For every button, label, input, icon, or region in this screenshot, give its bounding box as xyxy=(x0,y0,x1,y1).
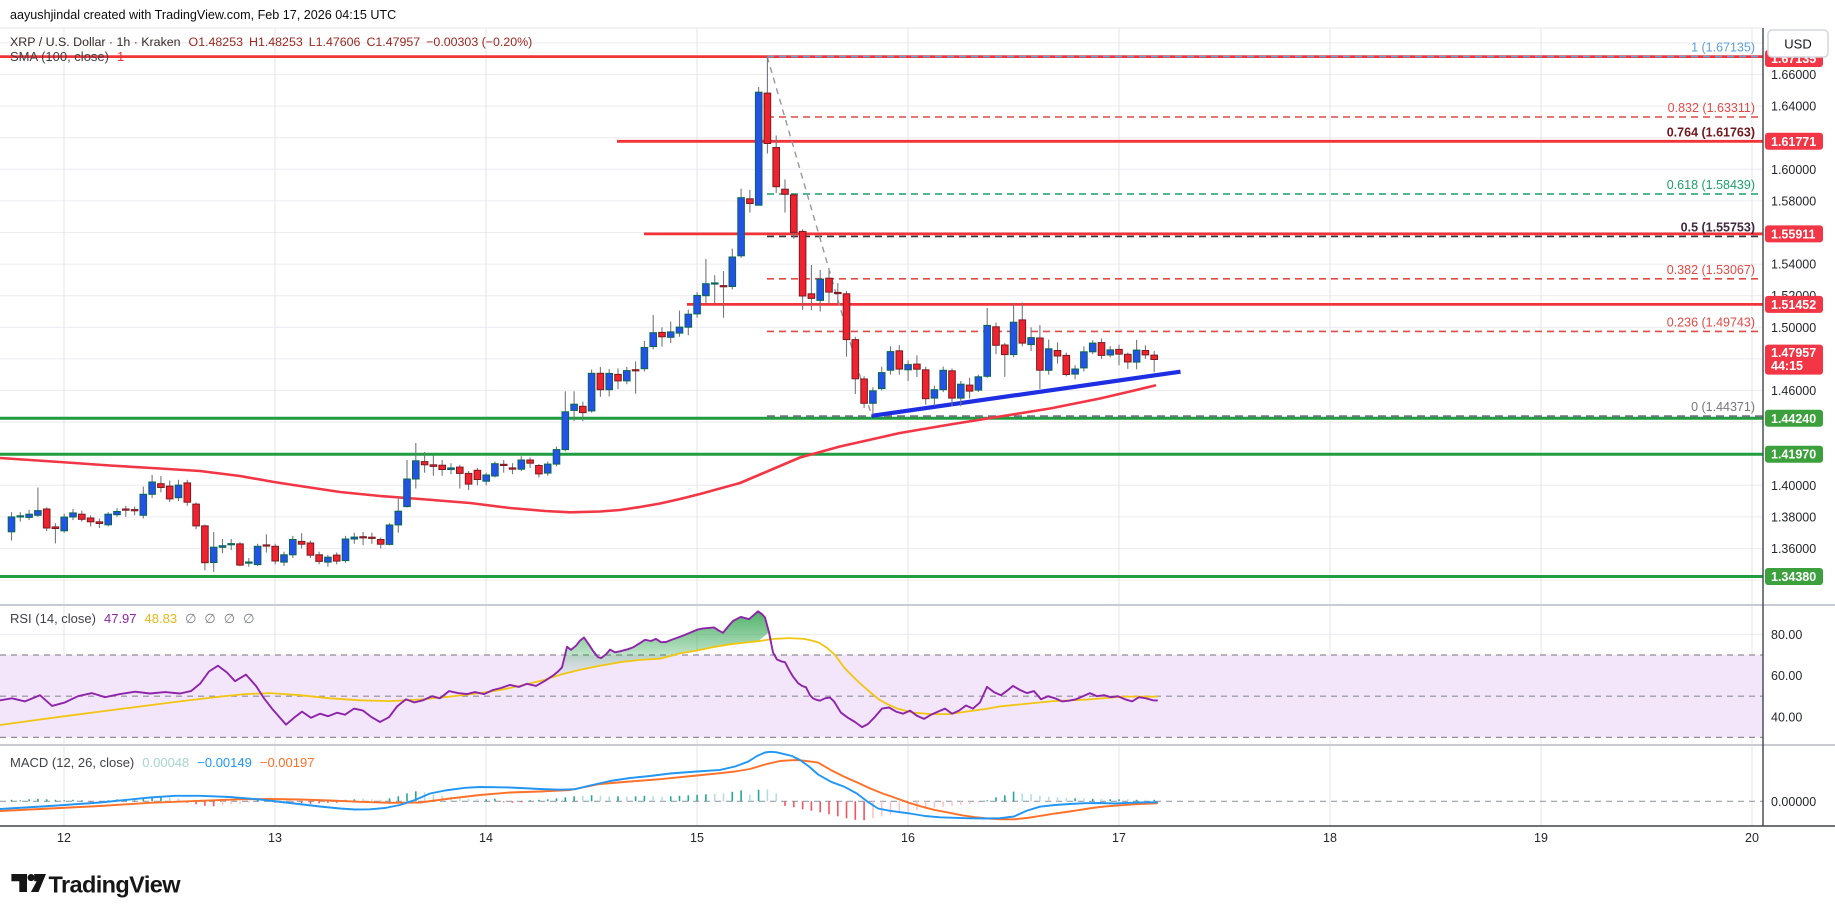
svg-text:0.832 (1.63311): 0.832 (1.63311) xyxy=(1668,101,1755,115)
svg-text:1.40000: 1.40000 xyxy=(1771,479,1816,493)
svg-text:1.54000: 1.54000 xyxy=(1771,258,1816,272)
svg-text:TradingView: TradingView xyxy=(49,872,182,898)
svg-text:20: 20 xyxy=(1745,831,1759,845)
svg-text:1 (1.67135): 1 (1.67135) xyxy=(1691,41,1755,55)
svg-text:40.00: 40.00 xyxy=(1771,710,1802,724)
svg-text:XRP / U.S. Dollar · 1h · Krake: XRP / U.S. Dollar · 1h · Kraken O1.48253 H… xyxy=(10,35,532,49)
svg-text:44:15: 44:15 xyxy=(1771,359,1803,373)
svg-text:1.46000: 1.46000 xyxy=(1771,384,1816,398)
svg-text:17: 17 xyxy=(1112,831,1126,845)
svg-text:0 (1.44371): 0 (1.44371) xyxy=(1691,400,1755,414)
svg-text:1.38000: 1.38000 xyxy=(1771,510,1816,524)
svg-text:80.00: 80.00 xyxy=(1771,628,1802,642)
svg-text:1.58000: 1.58000 xyxy=(1771,194,1816,208)
svg-text:1.44240: 1.44240 xyxy=(1771,412,1816,426)
svg-text:0.5 (1.55753): 0.5 (1.55753) xyxy=(1681,220,1755,234)
svg-text:16: 16 xyxy=(901,831,915,845)
svg-text:12: 12 xyxy=(57,831,71,845)
svg-text:aayushjindal created with Trad: aayushjindal created with TradingView.co… xyxy=(10,8,396,22)
svg-text:0.764 (1.61763): 0.764 (1.61763) xyxy=(1667,125,1755,139)
svg-text:1.55911: 1.55911 xyxy=(1771,227,1816,241)
svg-text:19: 19 xyxy=(1534,831,1548,845)
svg-text:0.00000: 0.00000 xyxy=(1771,795,1816,809)
svg-text:MACD (12, 26, close)0.00048−0.: MACD (12, 26, close) 0.00048 −0.00149 −0.00… xyxy=(10,755,314,770)
svg-text:13: 13 xyxy=(268,831,282,845)
svg-text:1.36000: 1.36000 xyxy=(1771,542,1816,556)
svg-text:1.61771: 1.61771 xyxy=(1771,135,1816,149)
svg-text:1.41970: 1.41970 xyxy=(1771,448,1816,462)
svg-text:1.66000: 1.66000 xyxy=(1771,68,1816,82)
svg-text:1.47957: 1.47957 xyxy=(1771,346,1816,360)
svg-text:15: 15 xyxy=(690,831,704,845)
svg-text:USD: USD xyxy=(1784,37,1811,52)
svg-text:1.50000: 1.50000 xyxy=(1771,321,1816,335)
svg-text:SMA (100, close)1: SMA (100, close) 1 xyxy=(10,49,124,64)
svg-text:1.51452: 1.51452 xyxy=(1771,298,1816,312)
svg-text:0.382 (1.53067): 0.382 (1.53067) xyxy=(1667,263,1755,277)
svg-text:14: 14 xyxy=(479,831,493,845)
svg-text:1.34380: 1.34380 xyxy=(1771,570,1816,584)
svg-text:1.60000: 1.60000 xyxy=(1771,163,1816,177)
svg-text:18: 18 xyxy=(1323,831,1337,845)
svg-text:1.64000: 1.64000 xyxy=(1771,100,1816,114)
svg-text:0.618 (1.58439): 0.618 (1.58439) xyxy=(1667,178,1755,192)
svg-text:0.236 (1.49743): 0.236 (1.49743) xyxy=(1667,315,1755,329)
svg-text:60.00: 60.00 xyxy=(1771,669,1802,683)
